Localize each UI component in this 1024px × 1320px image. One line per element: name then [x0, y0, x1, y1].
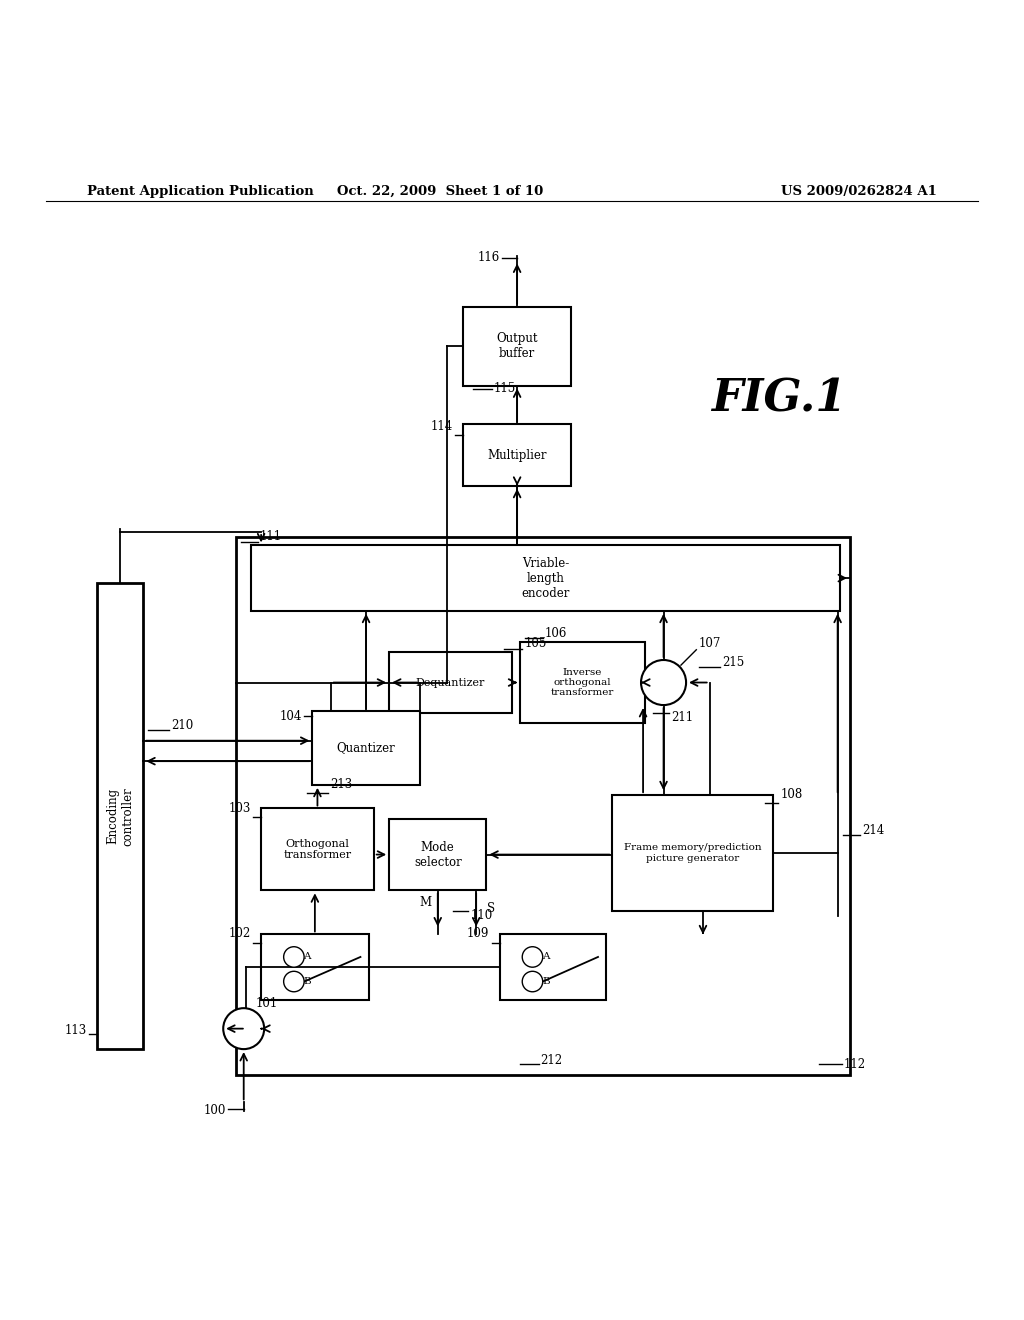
Text: 102: 102: [228, 927, 251, 940]
Text: 215: 215: [722, 656, 744, 669]
Circle shape: [522, 972, 543, 991]
Circle shape: [522, 946, 543, 968]
Text: FIG.1: FIG.1: [711, 378, 846, 420]
Text: 109: 109: [467, 927, 489, 940]
Text: 110: 110: [471, 909, 493, 921]
Text: 113: 113: [65, 1024, 87, 1036]
Circle shape: [223, 1008, 264, 1049]
FancyBboxPatch shape: [520, 642, 645, 723]
FancyBboxPatch shape: [312, 711, 420, 785]
Text: 106: 106: [545, 627, 567, 639]
Text: 100: 100: [204, 1104, 226, 1117]
FancyBboxPatch shape: [389, 652, 512, 713]
Circle shape: [284, 972, 304, 991]
Text: M: M: [420, 896, 431, 909]
FancyBboxPatch shape: [389, 818, 486, 891]
Text: 101: 101: [256, 997, 279, 1010]
Text: Mode
selector: Mode selector: [414, 841, 462, 869]
Text: 114: 114: [430, 420, 453, 433]
Text: 104: 104: [280, 710, 302, 723]
Text: 212: 212: [541, 1053, 563, 1067]
FancyBboxPatch shape: [251, 545, 840, 611]
Text: 214: 214: [862, 824, 885, 837]
Text: 115: 115: [494, 383, 516, 395]
FancyBboxPatch shape: [236, 537, 850, 1074]
FancyBboxPatch shape: [261, 808, 374, 891]
Text: B: B: [303, 977, 311, 986]
Text: Inverse
orthogonal
transformer: Inverse orthogonal transformer: [551, 668, 614, 697]
Text: Dequantizer: Dequantizer: [416, 677, 485, 688]
Text: Frame memory/prediction
picture generator: Frame memory/prediction picture generato…: [624, 843, 762, 863]
Text: 116: 116: [477, 251, 500, 264]
Text: +: +: [657, 676, 670, 689]
Text: I: I: [242, 1022, 246, 1035]
Text: US 2009/0262824 A1: US 2009/0262824 A1: [781, 185, 937, 198]
Text: 105: 105: [524, 636, 547, 649]
Text: A: A: [542, 953, 550, 961]
Circle shape: [284, 946, 304, 968]
Text: 210: 210: [171, 719, 194, 733]
Text: A: A: [303, 953, 311, 961]
Text: Oct. 22, 2009  Sheet 1 of 10: Oct. 22, 2009 Sheet 1 of 10: [337, 185, 544, 198]
Text: 107: 107: [698, 636, 721, 649]
Text: Output
buffer: Output buffer: [497, 333, 538, 360]
Text: 108: 108: [780, 788, 803, 801]
Text: Encoding
controller: Encoding controller: [106, 787, 134, 846]
FancyBboxPatch shape: [97, 583, 143, 1049]
Text: 211: 211: [671, 711, 693, 725]
Text: 112: 112: [844, 1059, 866, 1071]
Text: B: B: [542, 977, 550, 986]
Text: Vriable-
length
encoder: Vriable- length encoder: [521, 557, 569, 599]
Text: Multiplier: Multiplier: [487, 449, 547, 462]
FancyBboxPatch shape: [463, 306, 571, 385]
FancyBboxPatch shape: [612, 795, 773, 911]
Text: 213: 213: [330, 777, 352, 791]
FancyBboxPatch shape: [261, 935, 369, 1001]
Text: S: S: [487, 903, 496, 915]
Text: Patent Application Publication: Patent Application Publication: [87, 185, 313, 198]
FancyBboxPatch shape: [463, 425, 571, 486]
Circle shape: [641, 660, 686, 705]
FancyBboxPatch shape: [500, 935, 606, 1001]
Text: 103: 103: [228, 801, 251, 814]
Text: Quantizer: Quantizer: [337, 742, 395, 755]
Text: Orthogonal
transformer: Orthogonal transformer: [284, 838, 351, 861]
Text: 111: 111: [260, 531, 283, 544]
